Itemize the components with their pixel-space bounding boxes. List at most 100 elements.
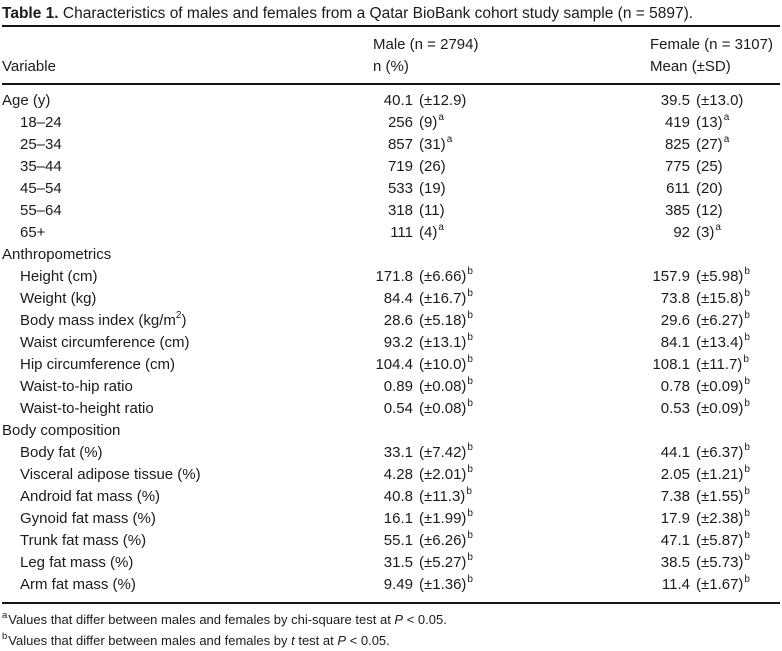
male-value-sd: (±1.99) <box>419 510 467 527</box>
female-value-sd: (±0.09) <box>696 400 744 417</box>
table-row: Trunk fat mass (%) 55.1 (±6.26)b 47.1 (±5.… <box>2 530 780 552</box>
male-value-number: 84.4 <box>383 290 413 307</box>
header-female-unit: Mean (±SD) <box>650 58 731 75</box>
male-value-cell: 0.89 (±0.08)b <box>373 376 650 398</box>
female-value-sd: (±15.8) <box>696 290 744 307</box>
female-value-number: 11.4 <box>661 576 690 593</box>
variable-label: 55–64 <box>20 202 62 219</box>
table-row: Leg fat mass (%) 31.5 (±5.27)b 38.5 (±5.73… <box>2 552 780 574</box>
female-significance-superscript: b <box>744 332 750 343</box>
female-value-sd: (±13.0) <box>696 92 744 109</box>
male-value-number: 28.6 <box>383 312 413 329</box>
female-value-sd: (±5.73) <box>696 554 744 571</box>
male-value-sd: (±7.42) <box>419 444 467 461</box>
male-value-number: 719 <box>387 158 413 175</box>
male-value-cell <box>373 244 650 266</box>
table-row: 35–44 719 (26) 775 (25) <box>2 156 780 178</box>
variable-cell: Gynoid fat mass (%) <box>2 508 373 530</box>
table-title-label: Table 1. <box>2 5 59 22</box>
male-value-sd: (±0.08) <box>419 400 467 417</box>
male-value-sd: (±13.1) <box>419 334 467 351</box>
male-significance-superscript: b <box>467 508 473 519</box>
male-significance-superscript: b <box>467 574 473 585</box>
footnote-a-text: Values that differ between males and fem… <box>8 612 395 627</box>
variable-cell: 45–54 <box>2 178 373 200</box>
female-value-cell: 7.38 (±1.55)b <box>650 486 780 508</box>
male-value-number: 318 <box>387 202 413 219</box>
bottom-rule <box>2 602 780 604</box>
header-male-n: Male (n = 2794) <box>373 36 479 53</box>
footnote-b-text-mid: test at <box>294 633 338 648</box>
male-value-number: 40.1 <box>383 92 413 109</box>
female-value-number: 157.9 <box>652 268 690 285</box>
female-value-number: 825 <box>664 136 690 153</box>
female-value-cell: 611 (20) <box>650 178 780 200</box>
male-value-cell: 857 (31)a <box>373 134 650 156</box>
male-value-sd: (±10.0) <box>419 356 467 373</box>
variable-label: 25–34 <box>20 136 62 153</box>
variable-label: Waist-to-hip ratio <box>20 378 133 395</box>
table-header: Variable Male (n = 2794) n (%) Female (n… <box>2 27 780 83</box>
male-value-sd: (19) <box>419 180 446 197</box>
footnotes: aValues that differ between males and fe… <box>2 604 780 651</box>
male-value-number: 256 <box>387 114 413 131</box>
male-significance-superscript: b <box>467 552 473 563</box>
table-row: Arm fat mass (%) 9.49 (±1.36)b 11.4 (±1.67… <box>2 574 780 596</box>
male-value-sd: (±5.18) <box>419 312 467 329</box>
variable-cell: Weight (kg) <box>2 288 373 310</box>
female-significance-superscript: b <box>744 530 750 541</box>
male-value-sd: (9) <box>419 114 438 131</box>
variable-label: Android fat mass (%) <box>20 488 161 505</box>
female-value-number: 0.78 <box>660 378 690 395</box>
footnote-b-text: Values that differ between males and fem… <box>8 633 292 648</box>
footnote-b-text-end: < 0.05. <box>346 633 390 648</box>
male-significance-superscript: b <box>467 442 473 453</box>
male-value-cell: 16.1 (±1.99)b <box>373 508 650 530</box>
male-significance-superscript: a <box>438 112 444 123</box>
male-value-cell: 84.4 (±16.7)b <box>373 288 650 310</box>
male-value-number: 9.49 <box>383 576 413 593</box>
female-value-sd: (±13.4) <box>696 334 744 351</box>
variable-cell: Body mass index (kg/m2) <box>2 310 373 332</box>
variable-label-suffix: ) <box>181 312 187 329</box>
male-value-cell: 171.8 (±6.66)b <box>373 266 650 288</box>
variable-cell: Height (cm) <box>2 266 373 288</box>
male-value-cell <box>373 420 650 442</box>
female-value-cell: 775 (25) <box>650 156 780 178</box>
variable-cell: 18–24 <box>2 112 373 134</box>
table-row: Android fat mass (%) 40.8 (±11.3)b 7.38 (±… <box>2 486 780 508</box>
male-significance-superscript: a <box>438 222 444 233</box>
variable-label: 65+ <box>20 224 46 241</box>
male-value-cell: 93.2 (±13.1)b <box>373 332 650 354</box>
female-value-sd: (±5.87) <box>696 532 744 549</box>
female-value-sd: (±1.55) <box>696 488 744 505</box>
male-significance-superscript: b <box>467 332 473 343</box>
male-significance-superscript: b <box>467 266 473 277</box>
table-row: Waist-to-height ratio 0.54 (±0.08)b 0.53(… <box>2 398 780 420</box>
female-value-number: 92 <box>673 224 690 241</box>
male-value-cell: 40.8 (±11.3)b <box>373 486 650 508</box>
male-significance-superscript: b <box>467 310 473 321</box>
table-title-text: Characteristics of males and females fro… <box>58 5 694 22</box>
footnote-a-marker: a <box>2 609 8 621</box>
male-value-sd: (26) <box>419 158 446 175</box>
female-value-number: 7.38 <box>660 488 690 505</box>
male-value-cell: 318 (11) <box>373 200 650 222</box>
male-value-number: 857 <box>387 136 413 153</box>
female-value-sd: (20) <box>696 180 723 197</box>
table-row: Age (y) 40.1 (±12.9) 39.5 (±13.0) <box>2 90 780 112</box>
footnote-b-italic-p: P <box>337 633 347 648</box>
male-value-sd: (±6.66) <box>419 268 467 285</box>
female-value-sd: (±6.37) <box>696 444 744 461</box>
female-value-cell: 11.4 (±1.67)b <box>650 574 780 596</box>
variable-label: Weight (kg) <box>20 290 97 307</box>
female-value-cell: 44.1 (±6.37)b <box>650 442 780 464</box>
male-value-sd: (11) <box>419 202 445 219</box>
female-value-number: 108.1 <box>652 356 690 373</box>
variable-label: Body composition <box>2 422 121 439</box>
female-value-sd: (±1.21) <box>696 466 744 483</box>
male-value-number: 104.4 <box>375 356 413 373</box>
female-value-cell: 29.6 (±6.27)b <box>650 310 780 332</box>
header-variable: Variable <box>2 58 56 75</box>
male-value-number: 33.1 <box>383 444 413 461</box>
